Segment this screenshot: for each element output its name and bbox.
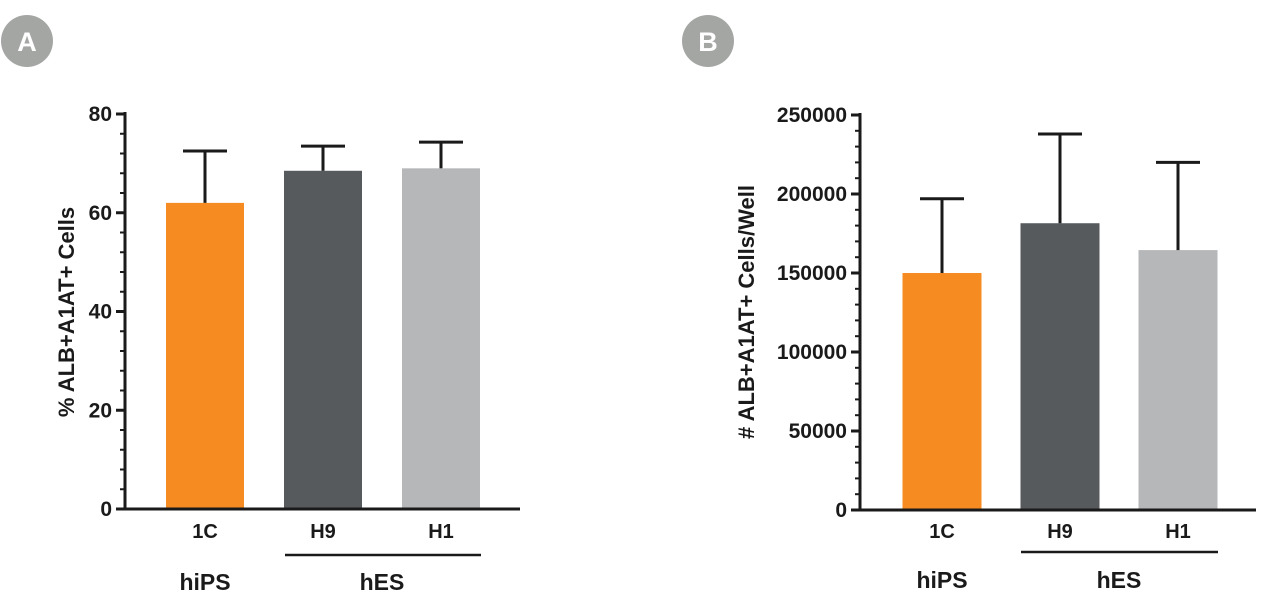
panel-a-category-label: 1C	[192, 521, 218, 543]
panel-b-y-axis-label: # ALB+A1AT+ Cells/Well	[734, 185, 759, 439]
panel-a-category-label: H1	[428, 521, 454, 543]
panel-a-bar-1C	[166, 202, 244, 509]
panel-b-group-label: hiPS	[916, 567, 967, 593]
panel-a-plot: 1C H9 H1 0 20 40 60 80 hiPS hES	[89, 103, 520, 595]
panel-a: A % ALB+A1AT+ Cells 1C H9 H1 0 20 40 60 80 hiPS h…	[1, 15, 520, 595]
panel-a-group-label: hiPS	[179, 569, 230, 595]
panel-b-y-tick-label: 250000	[777, 104, 847, 127]
panel-b-category-label: H9	[1047, 521, 1073, 543]
panel-b-category-label: 1C	[929, 521, 955, 543]
panel-b-bar-H1	[1138, 250, 1218, 510]
panel-a-group-label: hES	[360, 569, 405, 595]
panel-b-y-tick-label: 50000	[789, 420, 847, 443]
panel-a-y-axis-label: % ALB+A1AT+ Cells	[54, 207, 79, 417]
panel-b-y-tick-label: 200000	[777, 183, 847, 206]
panel-b-category-label: H1	[1165, 521, 1191, 543]
panel-a-y-tick-label: 40	[89, 301, 112, 324]
panel-a-bar-H1	[402, 168, 480, 509]
panel-b-y-tick-label: 150000	[777, 262, 847, 285]
panel-b-y-tick-label: 100000	[777, 341, 847, 364]
panel-a-badge-label: A	[17, 27, 37, 57]
panel-a-y-tick-label: 60	[89, 202, 112, 225]
panel-a-bar-H9	[284, 170, 362, 509]
panel-a-category-label: H9	[310, 521, 336, 543]
panel-a-y-tick-label: 20	[89, 399, 112, 422]
panel-b-bar-1C	[902, 273, 982, 510]
panel-b-group-label: hES	[1097, 567, 1142, 593]
panel-a-y-tick-label: 0	[100, 498, 112, 521]
panel-b-badge	[682, 15, 734, 67]
panel-b-plot: 1C H9 H1 0 50000 100000 150000 200000 250000 hiPS…	[777, 104, 1256, 593]
panel-b-bar-H9	[1020, 223, 1100, 511]
panel-b-badge-label: B	[698, 27, 718, 57]
panel-b: B # ALB+A1AT+ Cells/Well 1C H9 H1 0 50000 100…	[682, 15, 1256, 593]
panel-a-y-tick-label: 80	[89, 103, 112, 126]
panel-b-y-tick-label: 0	[835, 499, 847, 522]
panel-a-badge	[1, 15, 53, 67]
